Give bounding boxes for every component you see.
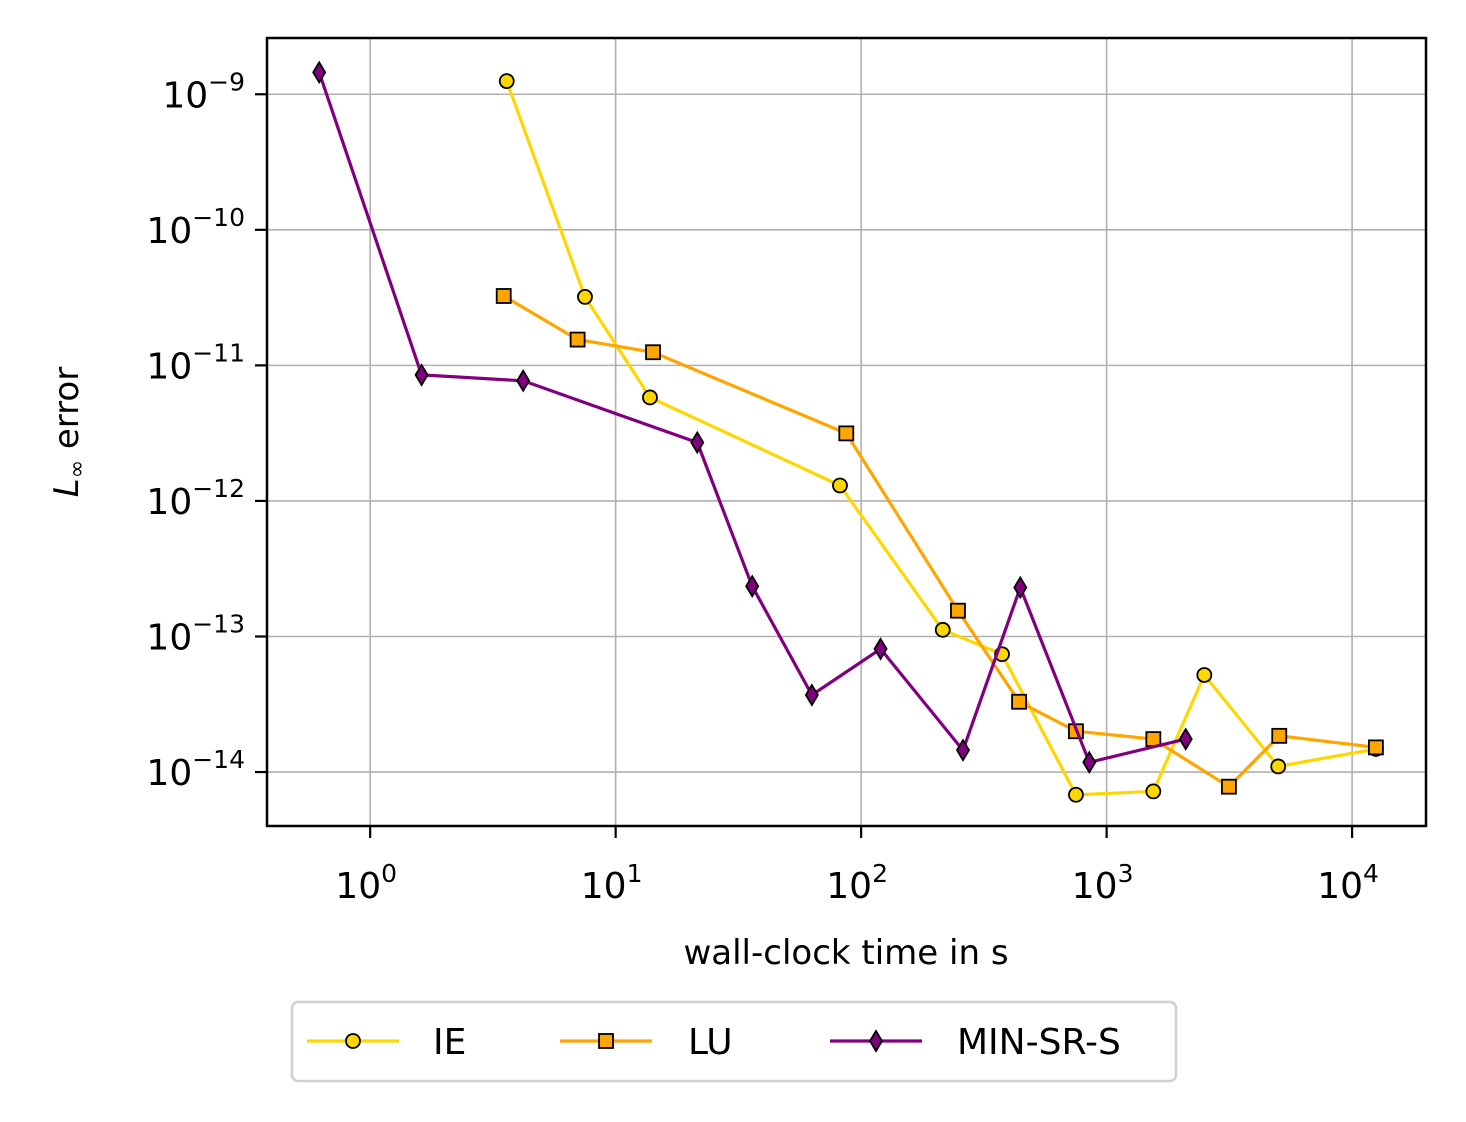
legend-label-lu: LU [688,1022,733,1063]
x-tick-label-3: 103 [1072,859,1134,907]
legend-box [290,1000,1178,1083]
y-tick-label-1: 10−10 [146,203,245,252]
point-min-sr-s-3 [690,430,705,455]
series-lu [495,288,1384,795]
point-ie-8 [1196,667,1213,683]
legend-item-ie: IE [307,1022,466,1063]
legend-label-min-sr-s: MIN-SR-S [957,1022,1121,1063]
point-min-sr-s-4 [745,574,760,598]
point-ie-2 [642,389,658,406]
y-axis-label: L∞ error [47,367,90,497]
point-min-sr-s-8 [1013,575,1028,600]
legend-marker-min-sr-s [868,1029,884,1053]
series-min-sr-s [312,60,1193,775]
point-min-sr-s-7 [955,738,971,762]
x-tick-label-1: 101 [581,859,643,907]
grid-layer [267,38,1426,826]
point-ie-3 [832,477,848,494]
point-ie-6 [1068,786,1084,803]
point-lu-7 [1145,731,1162,748]
plot-frame [265,36,1428,828]
point-min-sr-s-1 [414,363,429,387]
point-lu-10 [1367,739,1384,756]
legend-item-min-sr-s: MIN-SR-S [830,1022,1121,1063]
point-lu-3 [838,425,855,442]
point-lu-2 [645,344,661,361]
legend-item-lu: LU [560,1022,733,1063]
y-tick-label-0: 10−9 [162,67,245,116]
legend-items: IE LU MIN-SR-S [307,1022,1121,1063]
point-min-sr-s-9 [1082,750,1097,775]
point-ie-4 [934,621,951,638]
point-lu-8 [1221,778,1237,795]
point-min-sr-s-6 [873,637,888,661]
x-axis-label: wall-clock time in s [683,933,1008,973]
point-ie-0 [498,73,515,90]
x-tick-label-0: 100 [335,859,397,907]
y-axis-label-rest: error [47,367,87,460]
y-tick-label-2: 10−11 [146,338,245,387]
legend-marker-lu [598,1033,614,1049]
point-lu-5 [1011,693,1027,710]
point-min-sr-s-2 [516,369,531,393]
y-axis-label-sub: ∞ [65,460,90,478]
point-min-sr-s-0 [312,60,327,85]
y-axis-label-main: L [47,478,87,497]
point-ie-1 [577,288,593,305]
y-tick-label-3: 10−12 [146,474,245,523]
point-lu-9 [1271,727,1288,744]
legend-marker-ie [345,1033,361,1049]
y-tick-label-4: 10−13 [146,609,245,658]
x-tick-label-2: 102 [826,859,888,907]
point-ie-7 [1145,783,1162,800]
series-layer [312,60,1384,803]
point-ie-9 [1270,758,1287,775]
tick-layer: 100 101 102 103 104 10−9 10−10 10−11 10−12 10−13 1… [146,67,1379,907]
legend: IE LU MIN-SR-S [290,1000,1178,1083]
point-min-sr-s-10 [1178,727,1193,751]
x-tick-label-4: 104 [1317,859,1379,907]
point-lu-0 [495,288,512,304]
point-min-sr-s-5 [804,683,819,707]
point-lu-1 [569,331,586,348]
point-lu-4 [950,602,966,619]
legend-label-ie: IE [433,1022,466,1063]
y-tick-label-5: 10−14 [146,745,245,794]
